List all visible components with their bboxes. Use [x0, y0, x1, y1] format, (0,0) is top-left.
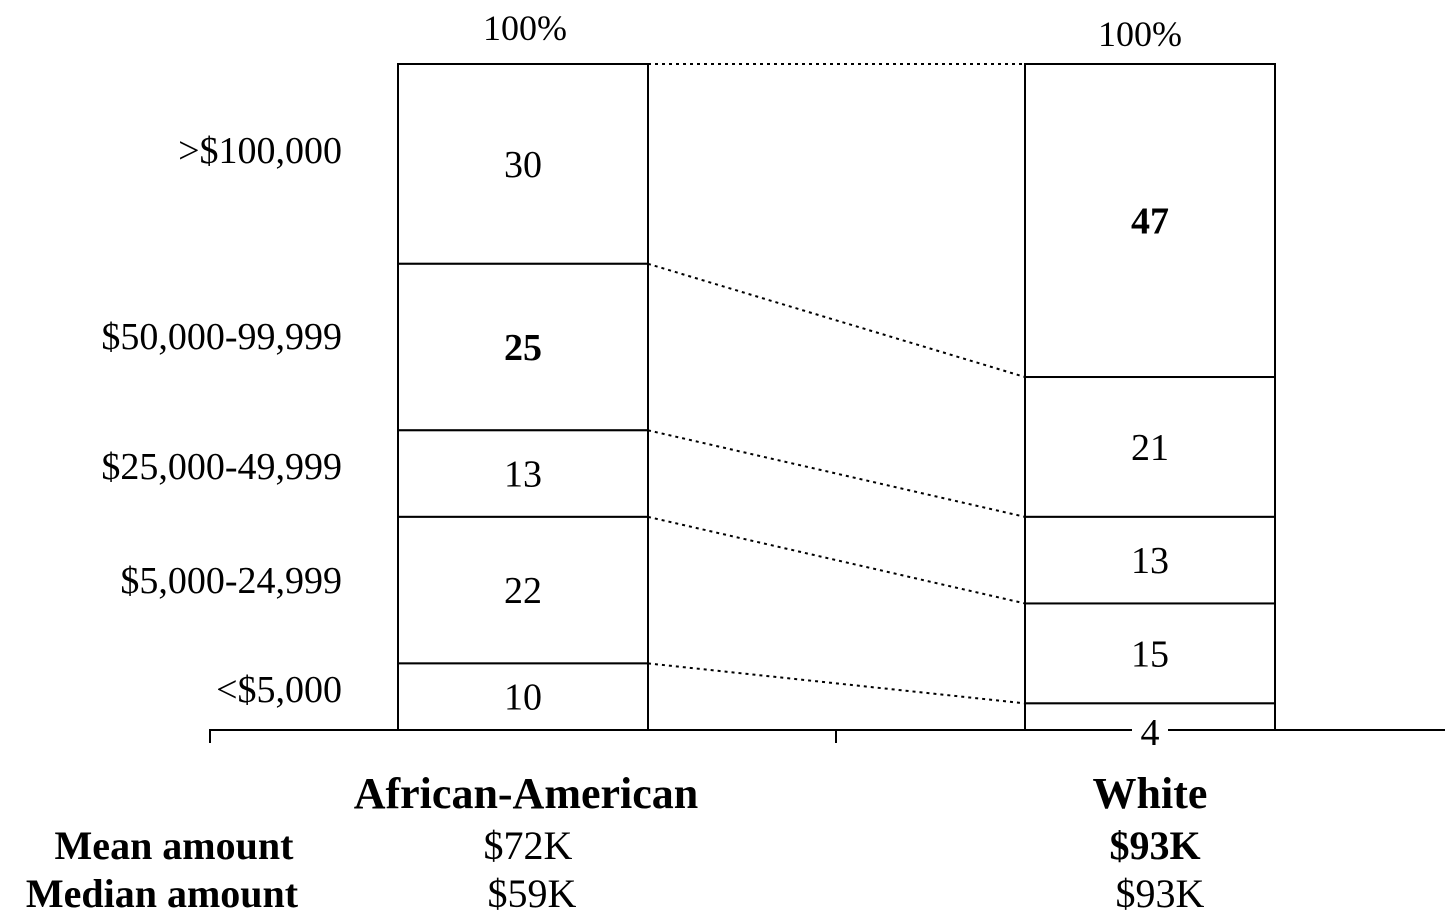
median-row-label: Median amount — [25, 871, 299, 916]
group-name-african-american: African-American — [353, 769, 699, 818]
value-label-white-50-000-99-999: 21 — [1131, 427, 1169, 469]
category-label-25-000-49-999: $25,000-49,999 — [101, 446, 342, 488]
median-white: $93K — [1115, 871, 1205, 916]
connector-line — [647, 662, 1026, 705]
label-layer: 30 25 13 22 10 100% 47 21 13 15 4 100% >$100,000 $50,… — [101, 8, 1182, 754]
group-name-white: White — [1092, 769, 1208, 818]
connector-line — [647, 515, 1026, 605]
mean-african-american: $72K — [483, 823, 573, 868]
value-label-white-5-000: 4 — [1141, 712, 1160, 754]
value-label-african-american-50-000-99-999: 25 — [504, 327, 542, 369]
value-label-african-american-100-000: 30 — [504, 144, 542, 186]
category-label-5-000-24-999: $5,000-24,999 — [120, 560, 342, 602]
category-label-5-000: <$5,000 — [216, 669, 342, 711]
bar-layer — [397, 63, 1276, 732]
value-label-african-american-5-000-24-999: 22 — [504, 570, 542, 612]
value-label-backdrop — [1132, 715, 1168, 749]
bar-segment-african-american-5-000-24-999 — [397, 515, 649, 665]
bar-segment-african-american-50-000-99-999 — [397, 262, 649, 432]
connector-line — [647, 429, 1026, 518]
value-label-african-american-5-000: 10 — [504, 677, 542, 719]
bar-segment-african-american-25-000-49-999 — [397, 429, 649, 518]
axis-layer — [209, 729, 1445, 743]
category-label-50-000-99-999: $50,000-99,999 — [101, 316, 342, 358]
mean-white: $93K — [1109, 823, 1201, 868]
connector-layer — [647, 63, 1026, 705]
connector-line — [647, 262, 1026, 378]
bar-segment-white-25-000-49-999 — [1024, 515, 1276, 605]
total-label-african-american: 100% — [483, 8, 567, 48]
total-label-white: 100% — [1098, 14, 1182, 54]
bar-segment-african-american-100-000 — [397, 63, 649, 265]
value-label-white-25-000-49-999: 13 — [1131, 540, 1169, 582]
bar-segment-white-5-000-24-999 — [1024, 602, 1276, 705]
mean-row-label: Mean amount — [54, 823, 294, 868]
bar-segment-african-american-5-000 — [397, 662, 649, 732]
value-label-white-5-000-24-999: 15 — [1131, 633, 1169, 675]
median-african-american: $59K — [487, 871, 577, 916]
value-label-african-american-25-000-49-999: 13 — [504, 454, 542, 496]
bar-segment-white-50-000-99-999 — [1024, 376, 1276, 518]
category-label-100-000: >$100,000 — [178, 130, 342, 172]
value-label-white-100-000: 47 — [1131, 201, 1169, 243]
